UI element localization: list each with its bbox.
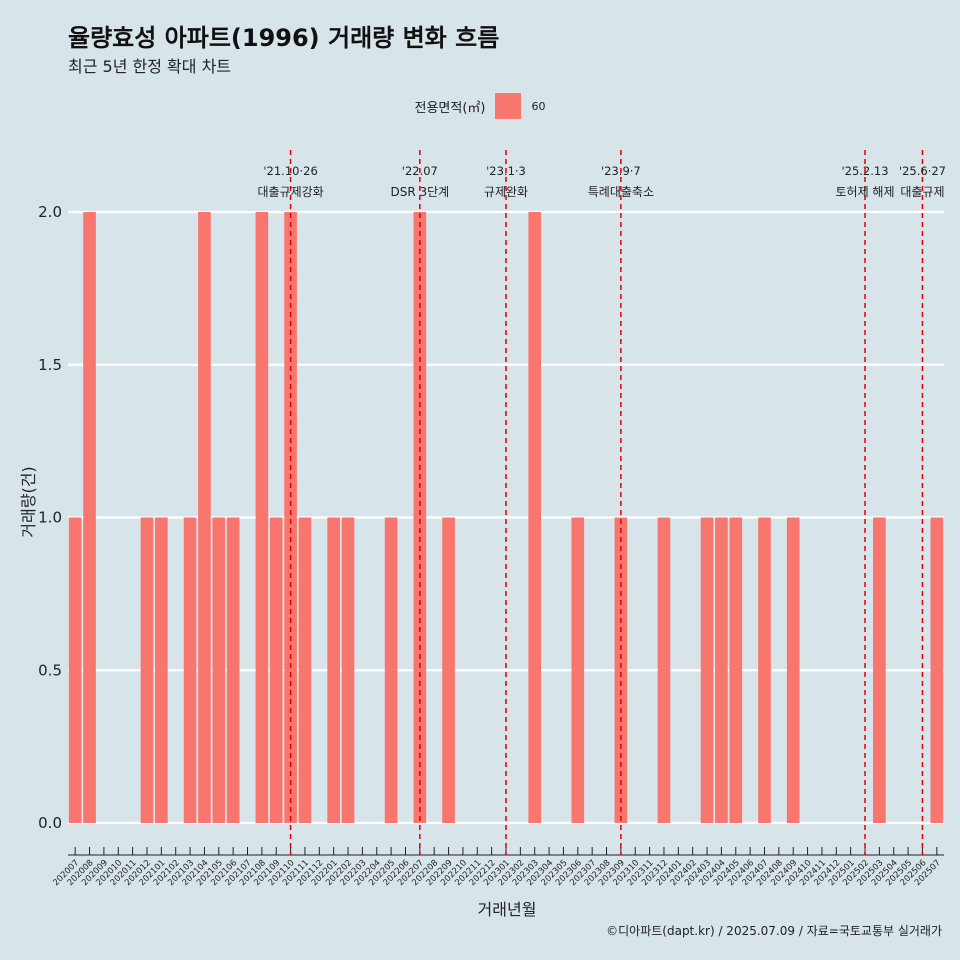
y-tick-label: 0.5	[38, 661, 62, 679]
bar	[212, 517, 226, 823]
event-date-label: '21.10·26	[263, 164, 317, 178]
bar	[384, 517, 398, 823]
bar	[198, 212, 211, 823]
bar	[226, 517, 240, 823]
bar	[269, 517, 283, 823]
event-desc-label: 대출규제	[900, 185, 944, 199]
event-date-label: '23.9·7	[601, 164, 641, 178]
bar	[930, 517, 944, 823]
bar	[413, 212, 427, 823]
event-desc-label: DSR 3단계	[390, 185, 449, 199]
bar	[614, 517, 628, 823]
bar	[255, 212, 269, 823]
event-desc-label: 특례대출축소	[588, 185, 654, 199]
bar	[758, 517, 771, 823]
bar	[341, 517, 355, 823]
x-axis-title: 거래년월	[478, 900, 537, 919]
bar	[786, 517, 800, 823]
bar	[183, 517, 197, 823]
bar	[700, 517, 714, 823]
bar	[327, 517, 340, 823]
bar	[729, 517, 743, 823]
bar	[873, 517, 886, 823]
bar	[571, 517, 585, 823]
y-axis-title: 거래량(건)	[19, 466, 38, 537]
legend-label: 60	[531, 99, 546, 113]
event-desc-label: 토허제 해제	[836, 185, 895, 199]
event-date-label: '23.1·3	[486, 164, 526, 178]
event-desc-label: 대출규제강화	[257, 185, 323, 199]
event-date-label: '25.6·27	[899, 164, 946, 178]
bar	[155, 517, 168, 823]
y-tick-label: 1.0	[38, 509, 62, 527]
bar	[442, 517, 455, 823]
bar	[657, 517, 671, 823]
bar	[68, 517, 82, 823]
source-caption: ©디아파트(dapt.kr) / 2025.07.09 / 자료=국토교통부 실…	[606, 924, 942, 938]
bar	[140, 517, 154, 823]
chart-title: 율량효성 아파트(1996) 거래량 변화 흐름	[68, 24, 500, 52]
legend-title: 전용면적(㎡)	[414, 100, 486, 116]
y-tick-label: 2.0	[38, 203, 62, 221]
y-tick-label: 1.5	[38, 356, 62, 374]
bar	[528, 212, 542, 823]
bar	[715, 517, 728, 823]
bar	[284, 212, 297, 823]
legend: 전용면적(㎡) 60	[0, 93, 960, 119]
event-date-label: '25.2.13	[841, 164, 888, 178]
legend-key-swatch	[495, 93, 522, 119]
chart-subtitle: 최근 5년 한정 확대 차트	[68, 57, 232, 76]
event-desc-label: 규제완화	[484, 185, 528, 199]
y-tick-label: 0.0	[38, 814, 62, 832]
bar	[83, 212, 96, 823]
event-date-label: '22.07	[402, 164, 438, 178]
bar	[298, 517, 312, 823]
